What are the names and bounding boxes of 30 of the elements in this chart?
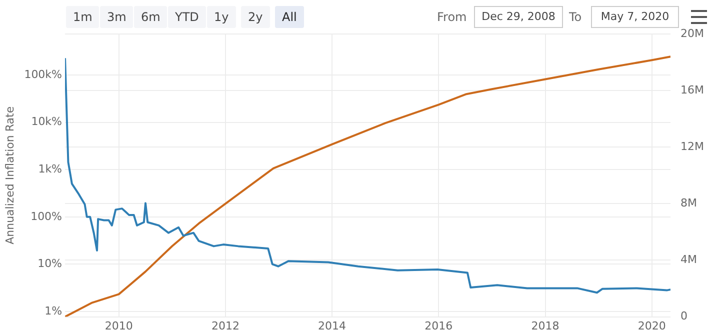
text: 6m	[134, 6, 168, 28]
y2-tick-label: 20M	[680, 26, 704, 40]
x-tick-label: 2014	[318, 319, 346, 332]
y-axis-title: Annualized Inflation Rate	[3, 106, 16, 244]
text: From	[437, 9, 467, 26]
y2-tick-label: 16M	[680, 83, 704, 96]
text: 1m	[66, 6, 100, 28]
y-tick-label: 100%	[30, 210, 62, 223]
y2-tick-label: 8M	[680, 196, 698, 210]
x-tick-label: 2010	[104, 319, 133, 332]
x-tick-label: 2012	[211, 319, 240, 332]
y-tick-label: 1k%	[38, 162, 62, 176]
x-tick-label: 2020	[638, 319, 666, 332]
text: All	[275, 6, 304, 28]
x-tick-label: 2018	[531, 319, 560, 332]
text: To	[569, 9, 582, 26]
y-tick-label: 10k%	[31, 115, 62, 128]
text: Dec 29, 2008	[474, 6, 563, 28]
text: 2y	[241, 6, 270, 28]
text: 1y	[207, 6, 236, 28]
y2-tick-label: 0	[680, 310, 688, 323]
y-tick-label: 1%	[44, 304, 62, 318]
y-tick-label: 10%	[38, 257, 62, 270]
y2-tick-label: 12M	[680, 140, 704, 153]
x-tick-label: 2016	[424, 319, 453, 332]
y2-tick-label: 4M	[680, 253, 698, 266]
y-tick-label: 100k%	[24, 68, 62, 81]
text: May 7, 2020	[591, 6, 679, 28]
text: 3m	[100, 6, 134, 28]
text: YTD	[168, 6, 206, 28]
